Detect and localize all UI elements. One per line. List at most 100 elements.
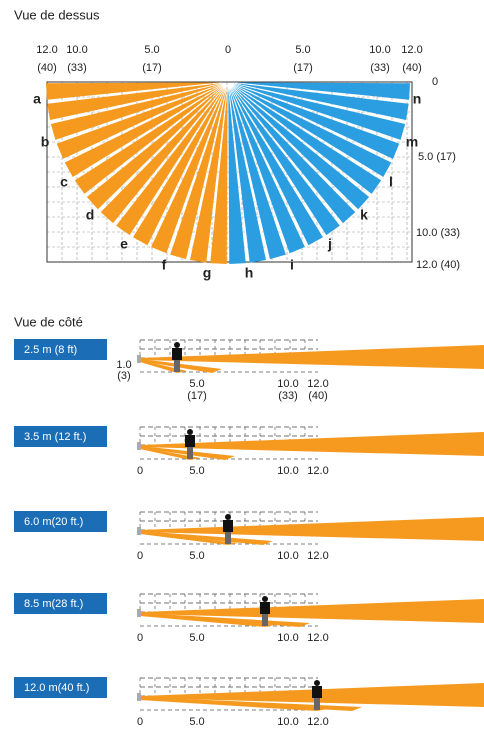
depth-label: 10.0 (33)	[416, 227, 460, 239]
sensor	[137, 693, 141, 701]
height-label: 1.0	[116, 359, 131, 371]
height-badge	[14, 339, 107, 360]
detection-beam	[228, 87, 246, 264]
zone-letter: i	[290, 257, 294, 273]
sensor	[137, 527, 141, 535]
distance-label: 5.0	[144, 44, 159, 56]
side-view-title: Vue de côté	[14, 314, 83, 329]
person	[185, 435, 195, 447]
distance-label: 10.0	[369, 44, 390, 56]
depth-label: 0	[432, 76, 438, 88]
height-badge	[14, 677, 107, 698]
sensor	[137, 442, 141, 450]
detection-beam	[233, 82, 410, 100]
zone-letter: b	[41, 134, 50, 150]
side-beam	[140, 447, 200, 460]
depth-label: 5.0 (17)	[418, 151, 456, 163]
detection-beam	[56, 84, 223, 159]
detection-beam	[231, 86, 340, 236]
detection-beam	[64, 84, 223, 177]
sensor	[137, 609, 141, 617]
distance-label: 5.0	[295, 44, 310, 56]
axis-label: 10.0	[277, 465, 298, 477]
detection-beam	[232, 85, 382, 194]
top-view-title: Vue de dessus	[14, 7, 100, 22]
distance-label: 10.0	[66, 44, 87, 56]
side-beam	[140, 345, 484, 369]
height-badge	[14, 593, 107, 614]
height-badge	[14, 426, 107, 447]
axis-label: 0	[137, 716, 143, 728]
person	[172, 348, 182, 360]
zone-letter: l	[389, 174, 393, 190]
zone-letter: a	[33, 91, 41, 107]
person-shadow	[174, 360, 180, 372]
zone-letter: g	[203, 265, 212, 281]
side-beam	[140, 614, 275, 627]
detection-beam	[233, 82, 409, 121]
depth-label: 12.0 (40)	[416, 259, 460, 271]
height-label: 12.0 m(40 ft.)	[24, 682, 89, 694]
axis-label: 12.0	[307, 632, 328, 644]
side-beam	[140, 698, 327, 711]
zone-letter: j	[327, 236, 332, 252]
person	[312, 686, 322, 698]
height-label: 6.0 m(20 ft.)	[24, 516, 83, 528]
axis-label: 5.0	[189, 465, 204, 477]
feet-label: (40)	[402, 62, 422, 74]
detection-beam	[230, 87, 323, 246]
side-beam	[140, 697, 362, 711]
detection-beam	[46, 82, 223, 100]
distance-label: 12.0	[401, 44, 422, 56]
feet-label: (17)	[142, 62, 162, 74]
detection-beam	[151, 87, 226, 254]
side-beam	[140, 432, 484, 456]
axis-label: 10.0	[277, 378, 298, 390]
side-beam	[140, 531, 273, 545]
detection-beam	[210, 87, 228, 264]
detection-beam	[47, 82, 223, 121]
detection-beam	[232, 85, 370, 210]
detection-beam	[133, 87, 226, 246]
side-beam	[140, 599, 484, 623]
zone-letter: c	[60, 174, 68, 190]
zone-letter: k	[360, 207, 368, 223]
feet-label: (40)	[308, 390, 328, 402]
person-head	[225, 514, 231, 520]
axis-label: 5.0	[189, 550, 204, 562]
detection-beam	[228, 87, 267, 263]
height-feet: (3)	[117, 370, 130, 382]
axis-label: 12.0	[307, 716, 328, 728]
side-beam	[140, 359, 222, 373]
feet-label: (40)	[37, 62, 57, 74]
detection-beam	[74, 85, 224, 194]
detection-beam	[86, 85, 224, 210]
axis-label: 10.0	[277, 632, 298, 644]
feet-label: (17)	[187, 390, 207, 402]
axis-label: 5.0	[189, 632, 204, 644]
feet-label: (33)	[278, 390, 298, 402]
feet-label: (33)	[67, 62, 87, 74]
height-badge	[14, 511, 107, 532]
zone-letter: e	[120, 236, 128, 252]
detection-beam	[100, 86, 225, 224]
height-label: 8.5 m(28 ft.)	[24, 598, 83, 610]
height-label: 2.5 m (8 ft)	[24, 344, 77, 356]
detection-beam	[189, 87, 228, 263]
detection-beam	[233, 83, 406, 140]
zone-letter: n	[413, 91, 422, 107]
sensor	[137, 355, 141, 363]
distance-label: 12.0	[36, 44, 57, 56]
person-head	[314, 680, 320, 686]
person	[223, 520, 233, 532]
person-shadow	[187, 447, 193, 459]
axis-label: 5.0	[189, 716, 204, 728]
side-beam	[140, 517, 484, 541]
feet-label: (17)	[293, 62, 313, 74]
axis-label: 10.0	[277, 550, 298, 562]
detection-beam	[50, 83, 223, 140]
distance-label: 0	[225, 44, 231, 56]
person-shadow	[225, 532, 231, 544]
zone-letter: f	[162, 257, 167, 273]
